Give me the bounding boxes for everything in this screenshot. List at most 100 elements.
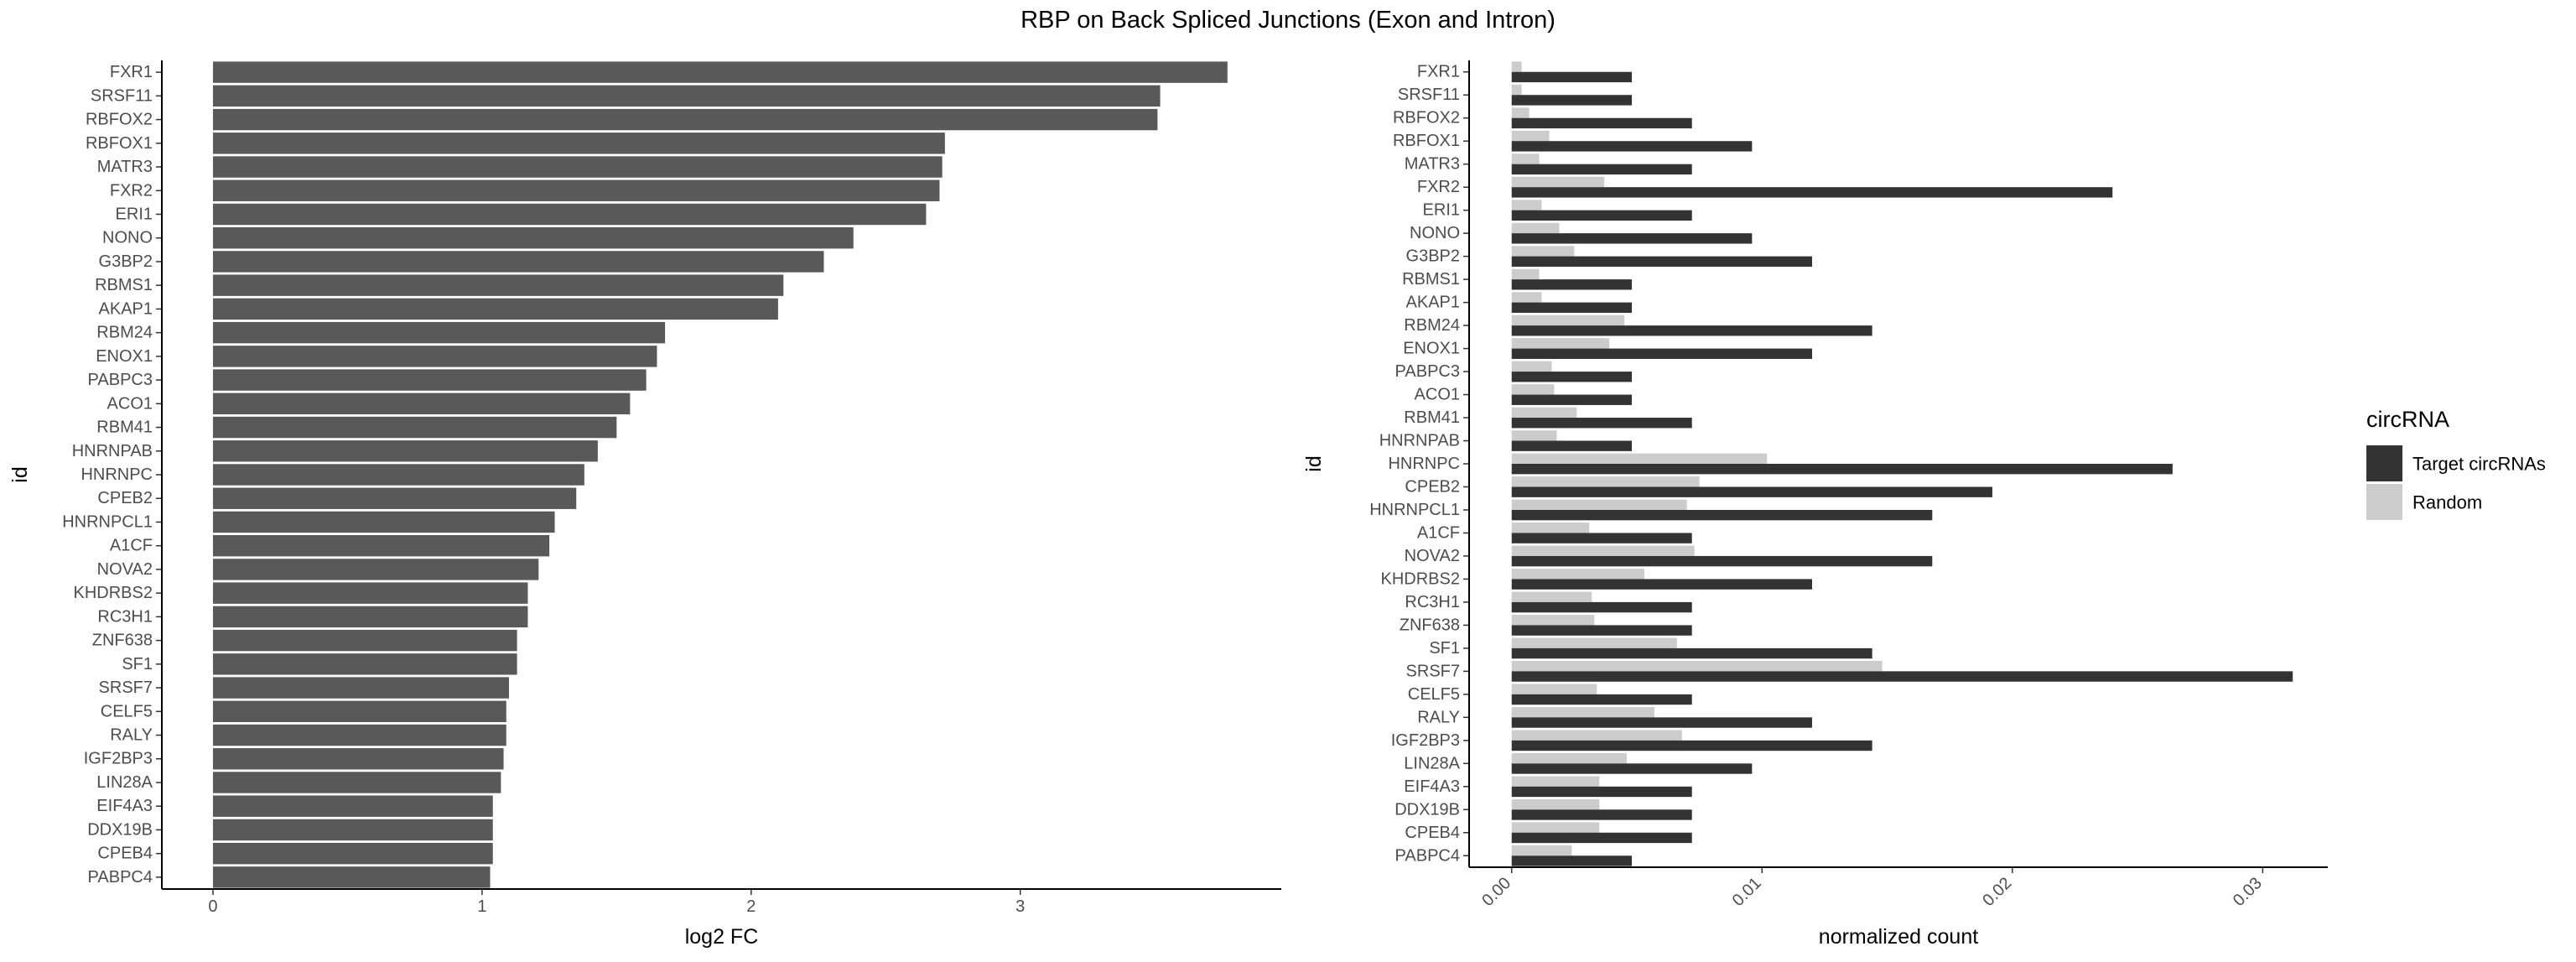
bar-random-aco1 xyxy=(1511,384,1555,395)
bar-log2fc-ddx19b xyxy=(212,819,493,841)
bar-target-srsf7 xyxy=(1511,671,2293,682)
y-tick-label-celf5: CELF5 xyxy=(1408,685,1460,704)
bar-log2fc-celf5 xyxy=(212,700,506,722)
y-tick-label-akap1: AKAP1 xyxy=(1406,294,1460,312)
y-tick-label-rbfox2: RBFOX2 xyxy=(86,111,153,129)
left-panel-log2fc: FXR1 SRSF11 RBFOX2 RBFOX1 MATR3 FXR2 ERI1 NONO G… xyxy=(8,60,1281,949)
bar-log2fc-fxr2 xyxy=(212,179,940,201)
y-tick-label-hnrnpab: HNRNPAB xyxy=(72,442,153,460)
y-tick-label-a1cf: A1CF xyxy=(110,537,153,555)
y-axis-title: id xyxy=(8,466,32,482)
bar-random-eri1 xyxy=(1511,200,1542,211)
bar-target-eri1 xyxy=(1511,210,1692,221)
bar-random-matr3 xyxy=(1511,153,1540,164)
bar-log2fc-igf2bp3 xyxy=(212,748,504,770)
x-tick-label: 0.03 xyxy=(2230,874,2266,910)
y-tick-label-hnrnpc: HNRNPC xyxy=(80,465,153,484)
y-tick-label-sf1: SF1 xyxy=(1429,639,1460,658)
y-tick-label-lin28a: LIN28A xyxy=(96,773,153,792)
legend-title: circRNA xyxy=(2366,407,2449,432)
bar-random-hnrnpc xyxy=(1511,453,1768,464)
y-tick-label-cpeb2: CPEB2 xyxy=(1405,477,1460,496)
bar-target-hnrnpab xyxy=(1511,440,1633,451)
bar-log2fc-matr3 xyxy=(212,156,943,178)
bar-random-lin28a xyxy=(1511,752,1628,764)
bar-log2fc-aco1 xyxy=(212,393,631,415)
bar-target-srsf11 xyxy=(1511,95,1633,106)
bar-target-hnrnpc xyxy=(1511,464,2173,475)
bar-target-lin28a xyxy=(1511,763,1753,774)
bar-target-pabpc4 xyxy=(1511,855,1633,866)
y-tick-label-g3bp2: G3BP2 xyxy=(99,252,153,271)
bar-target-celf5 xyxy=(1511,694,1692,705)
bar-random-nova2 xyxy=(1511,545,1695,556)
bar-target-sf1 xyxy=(1511,647,1872,659)
y-tick-label-fxr2: FXR2 xyxy=(1417,178,1460,196)
bar-log2fc-rbfox2 xyxy=(212,108,1158,131)
bar-random-raly xyxy=(1511,706,1654,718)
bar-target-rbm24 xyxy=(1511,325,1872,336)
bar-target-znf638 xyxy=(1511,625,1692,636)
bar-target-matr3 xyxy=(1511,164,1692,175)
y-tick-label-lin28a: LIN28A xyxy=(1404,754,1460,772)
y-tick-label-raly: RALY xyxy=(110,726,153,745)
bar-random-pabpc3 xyxy=(1511,361,1552,372)
bar-random-celf5 xyxy=(1511,684,1597,694)
bar-random-enox1 xyxy=(1511,338,1610,349)
y-tick-label-enox1: ENOX1 xyxy=(1403,340,1460,358)
y-tick-label-ddx19b: DDX19B xyxy=(87,820,153,839)
bar-target-g3bp2 xyxy=(1511,256,1813,267)
y-tick-label-pabpc4: PABPC4 xyxy=(88,868,153,887)
bar-log2fc-raly xyxy=(212,724,506,746)
y-tick-label-nova2: NOVA2 xyxy=(1405,547,1460,565)
bar-log2fc-rbm41 xyxy=(212,416,617,439)
y-tick-label-hnrnpc: HNRNPC xyxy=(1388,455,1460,473)
bar-log2fc-enox1 xyxy=(212,346,657,367)
y-tick-label-eif4a3: EIF4A3 xyxy=(1404,777,1460,796)
bar-random-rc3h1 xyxy=(1511,591,1592,602)
bar-log2fc-nono xyxy=(212,227,854,249)
y-tick-label-igf2bp3: IGF2BP3 xyxy=(1391,731,1460,750)
y-tick-label-srsf7: SRSF7 xyxy=(99,679,153,697)
bar-random-rbm41 xyxy=(1511,407,1577,419)
y-tick-label-matr3: MATR3 xyxy=(97,158,153,176)
bar-log2fc-eri1 xyxy=(212,203,927,226)
bar-log2fc-hnrnpcl1 xyxy=(212,511,555,533)
bar-log2fc-khdrbs2 xyxy=(212,582,528,604)
bar-log2fc-nova2 xyxy=(212,559,539,580)
bar-log2fc-hnrnpc xyxy=(212,464,584,486)
y-tick-label-pabpc4: PABPC4 xyxy=(1395,846,1460,865)
bar-log2fc-cpeb4 xyxy=(212,842,493,865)
y-tick-label-fxr1: FXR1 xyxy=(1417,63,1460,81)
bar-log2fc-eif4a3 xyxy=(212,795,493,817)
bar-log2fc-rc3h1 xyxy=(212,606,528,628)
y-tick-label-khdrbs2: KHDRBS2 xyxy=(1381,569,1460,588)
y-tick-label-cpeb4: CPEB4 xyxy=(1405,824,1460,842)
x-axis-title: normalized count xyxy=(1819,925,1978,949)
y-tick-label-matr3: MATR3 xyxy=(1405,155,1460,174)
bar-random-igf2bp3 xyxy=(1511,730,1682,741)
y-tick-label-rbm24: RBM24 xyxy=(96,324,153,342)
y-tick-label-a1cf: A1CF xyxy=(1417,523,1460,542)
bar-target-enox1 xyxy=(1511,348,1813,359)
bar-target-cpeb2 xyxy=(1511,486,1992,497)
y-tick-label-pabpc3: PABPC3 xyxy=(1395,362,1460,381)
chart-title: RBP on Back Spliced Junctions (Exon and … xyxy=(1021,7,1555,34)
y-tick-label-rbfox1: RBFOX1 xyxy=(86,134,153,153)
x-tick-label: 0 xyxy=(208,897,217,916)
bar-random-rbms1 xyxy=(1511,268,1540,280)
y-tick-label-eri1: ERI1 xyxy=(116,205,153,223)
bar-random-fxr1 xyxy=(1511,61,1522,72)
bar-log2fc-rbms1 xyxy=(212,274,784,296)
y-tick-label-aco1: ACO1 xyxy=(1415,386,1460,404)
bar-log2fc-a1cf xyxy=(212,534,550,557)
bar-target-khdrbs2 xyxy=(1511,579,1813,590)
y-tick-label-rbm41: RBM41 xyxy=(1404,408,1460,427)
y-tick-label-nono: NONO xyxy=(102,229,153,247)
x-tick-label: 1 xyxy=(477,897,486,916)
bar-log2fc-rbfox1 xyxy=(212,133,945,154)
legend-swatch-target-circrnas xyxy=(2366,445,2402,481)
bar-target-a1cf xyxy=(1511,533,1692,543)
